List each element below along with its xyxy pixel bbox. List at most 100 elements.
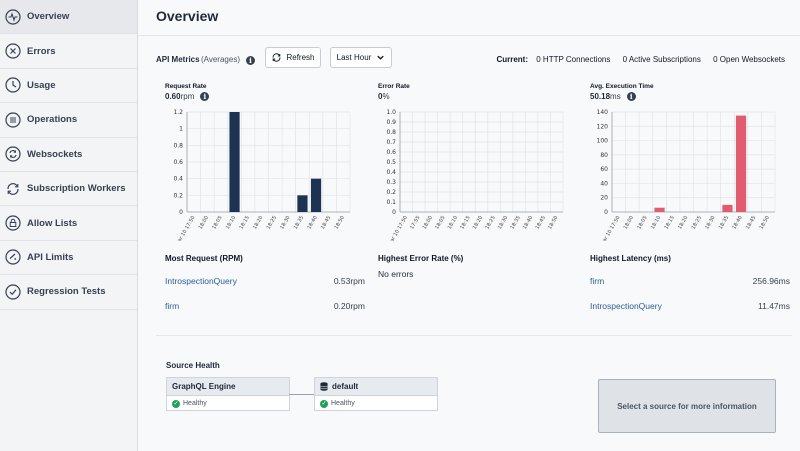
section-divider: [156, 335, 792, 336]
clock-icon: [5, 77, 21, 94]
x-tick-label: 18:20: [677, 215, 689, 230]
sidebar-item-allow-lists[interactable]: Allow Lists: [0, 206, 137, 241]
bar[interactable]: [310, 178, 322, 212]
chart-value-unit: ms: [610, 92, 621, 101]
y-tick-label: 100: [597, 138, 609, 145]
y-tick-label: 1: [179, 126, 183, 133]
sidebar-item-usage[interactable]: Usage: [0, 69, 137, 104]
operation-link[interactable]: IntrospectionQuery: [165, 276, 237, 286]
list-item: IntrospectionQuery 0.53rpm: [165, 276, 365, 286]
x-tick-label: 18:35: [509, 215, 521, 230]
x-tick-label: Mar 10 17:50: [387, 215, 409, 241]
chart-title: Error Rate: [378, 83, 410, 90]
time-range-label: Last Hour: [336, 53, 372, 62]
bar[interactable]: [297, 195, 308, 212]
x-tick-label: 18:30: [497, 215, 509, 230]
operation-link[interactable]: IntrospectionQuery: [590, 301, 662, 311]
list-title: Most Request (RPM): [165, 254, 243, 263]
y-tick-label: 40: [600, 180, 608, 187]
active-subscriptions-count: 0: [622, 55, 628, 64]
connector-line: [289, 394, 314, 395]
page-title: Overview: [156, 8, 219, 24]
card-status: ✓ Healthy: [315, 396, 437, 411]
x-tick-label: 18:00: [623, 215, 635, 230]
sidebar-item-label: Operations: [27, 114, 78, 126]
time-range-select[interactable]: Last Hour: [330, 47, 392, 68]
sidebar-item-regression-tests[interactable]: Regression Tests: [0, 275, 137, 310]
source-health-title: Source Health: [166, 361, 220, 370]
info-icon[interactable]: i: [626, 92, 636, 102]
operation-link[interactable]: firm: [165, 301, 180, 311]
http-connections-label: HTTP Connections: [542, 55, 611, 64]
x-tick-label: 18:40: [731, 215, 743, 230]
card-header: default: [315, 378, 437, 396]
y-tick-label: 0.9: [386, 119, 396, 126]
x-tick-label: 18:15: [238, 215, 250, 230]
sidebar-item-subscription-workers[interactable]: Subscription Workers: [0, 172, 137, 207]
x-tick-label: 18:35: [293, 215, 305, 230]
sliders-icon: [5, 249, 21, 266]
bar[interactable]: [229, 112, 240, 212]
refresh-button[interactable]: Refresh: [265, 47, 321, 68]
sidebar-item-label: Errors: [27, 45, 56, 57]
y-tick-label: 0.4: [386, 169, 396, 176]
sidebar-item-api-limits[interactable]: API Limits: [0, 241, 137, 276]
list-item-value: 256.96ms: [752, 276, 790, 286]
sidebar-item-overview[interactable]: Overview: [0, 0, 137, 35]
x-tick-label: 18:20: [472, 215, 484, 230]
refresh-button-label: Refresh: [286, 53, 315, 62]
x-tick-label: 18:50: [547, 215, 559, 230]
chart-value-number: 0: [378, 92, 383, 101]
source-info-panel[interactable]: Select a source for more information: [598, 379, 776, 433]
x-tick-label: Mar 10 17:50: [175, 215, 197, 241]
operation-link[interactable]: firm: [590, 276, 605, 286]
card-title: default: [332, 382, 359, 391]
refresh-icon: [5, 181, 21, 197]
open-websockets-label: Open Websockets: [719, 55, 785, 64]
database-icon: [320, 382, 328, 391]
y-tick-label: 80: [600, 152, 608, 159]
y-tick-label: 0: [179, 209, 183, 216]
x-tick-label: 18:00: [422, 215, 434, 230]
bar[interactable]: [735, 115, 747, 212]
sidebar-item-operations[interactable]: Operations: [0, 103, 137, 138]
x-tick-label: 18:40: [522, 215, 534, 230]
y-tick-label: 140: [597, 109, 609, 116]
x-tick-label: 18:10: [650, 215, 662, 230]
x-tick-label: 18:30: [704, 215, 716, 230]
default-source-card[interactable]: default ✓ Healthy: [314, 377, 438, 411]
list-item: IntrospectionQuery 11.47ms: [590, 301, 790, 311]
check-icon: ✓: [320, 399, 328, 408]
x-tick-label: 18:40: [306, 215, 318, 230]
graphql-engine-card[interactable]: GraphQL Engine ✓ Healthy: [166, 377, 290, 411]
sidebar-item-label: Usage: [27, 79, 56, 91]
info-icon[interactable]: i: [246, 56, 255, 65]
check-icon: ✓: [172, 399, 180, 408]
bar[interactable]: [722, 204, 733, 212]
api-metrics-label: API Metrics: [156, 55, 200, 64]
current-stats: Current: 0 HTTP Connections 0 Active Sub…: [496, 55, 785, 64]
y-tick-label: 0.4: [173, 176, 183, 183]
x-tick-label: 18:45: [535, 215, 547, 230]
highest-latency-list: Highest Latency (ms) firm 256.96ms Intro…: [590, 254, 790, 314]
chart-value: 50.18ms i: [590, 92, 785, 102]
y-tick-label: 120: [597, 123, 609, 130]
current-label: Current:: [496, 55, 528, 64]
x-tick-label: 18:45: [745, 215, 757, 230]
bar[interactable]: [654, 207, 665, 212]
list-item: firm 256.96ms: [590, 276, 790, 286]
x-tick-label: 18:50: [759, 215, 771, 230]
sidebar-item-errors[interactable]: Errors: [0, 34, 137, 69]
x-tick-label: 18:05: [211, 215, 223, 230]
sidebar-item-websockets[interactable]: Websockets: [0, 138, 137, 172]
y-tick-label: 60: [600, 166, 608, 173]
y-tick-label: 0: [392, 209, 396, 216]
sidebar: Overview Errors Usage Operations Websock…: [0, 0, 138, 451]
info-icon[interactable]: i: [200, 92, 210, 102]
sync-icon: [5, 146, 21, 162]
y-tick-label: 0.8: [173, 142, 183, 149]
list-item-value: 0.53rpm: [333, 276, 365, 286]
chart-value-unit: rpm: [180, 92, 195, 101]
card-title: GraphQL Engine: [172, 382, 236, 391]
